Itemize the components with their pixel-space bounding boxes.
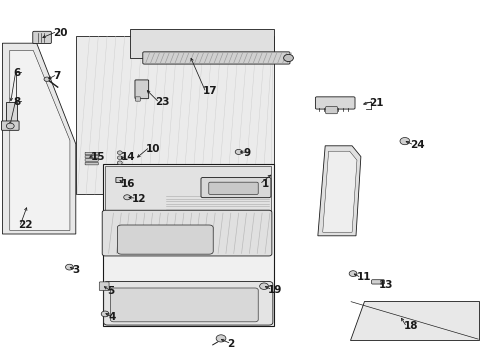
Text: 18: 18 — [403, 321, 417, 331]
Circle shape — [399, 138, 409, 145]
Text: 20: 20 — [53, 28, 67, 38]
FancyBboxPatch shape — [85, 156, 98, 158]
Text: 15: 15 — [90, 152, 105, 162]
Text: 23: 23 — [155, 96, 170, 107]
FancyBboxPatch shape — [85, 152, 98, 155]
FancyBboxPatch shape — [1, 121, 19, 130]
FancyBboxPatch shape — [85, 159, 98, 161]
FancyBboxPatch shape — [135, 80, 148, 99]
Circle shape — [235, 149, 242, 154]
Text: 24: 24 — [409, 140, 424, 150]
FancyBboxPatch shape — [33, 31, 51, 44]
Circle shape — [216, 335, 225, 342]
Text: 2: 2 — [227, 339, 234, 349]
Polygon shape — [129, 29, 273, 58]
Text: 22: 22 — [19, 220, 33, 230]
Text: 5: 5 — [107, 286, 115, 296]
Text: 8: 8 — [14, 96, 21, 107]
FancyBboxPatch shape — [325, 107, 337, 114]
Circle shape — [259, 283, 268, 289]
Text: 3: 3 — [72, 265, 80, 275]
Text: 16: 16 — [121, 179, 136, 189]
Circle shape — [117, 156, 122, 159]
Circle shape — [348, 271, 356, 276]
Text: 21: 21 — [368, 98, 383, 108]
FancyBboxPatch shape — [116, 177, 122, 183]
FancyBboxPatch shape — [208, 182, 258, 194]
FancyBboxPatch shape — [315, 97, 354, 109]
Circle shape — [123, 195, 130, 200]
Polygon shape — [10, 50, 70, 230]
FancyBboxPatch shape — [117, 225, 213, 254]
Text: 6: 6 — [14, 68, 21, 78]
Circle shape — [44, 77, 50, 81]
FancyBboxPatch shape — [371, 280, 384, 284]
Circle shape — [283, 54, 293, 62]
Text: 12: 12 — [132, 194, 146, 204]
Circle shape — [101, 311, 109, 317]
FancyBboxPatch shape — [102, 210, 271, 256]
FancyBboxPatch shape — [6, 102, 17, 122]
Polygon shape — [102, 164, 273, 326]
Circle shape — [117, 151, 122, 154]
Text: 9: 9 — [243, 148, 250, 158]
FancyBboxPatch shape — [142, 52, 289, 64]
FancyBboxPatch shape — [110, 288, 258, 322]
Circle shape — [65, 264, 73, 270]
Text: 14: 14 — [121, 152, 136, 162]
FancyBboxPatch shape — [201, 177, 270, 198]
Text: 11: 11 — [356, 272, 371, 282]
Circle shape — [117, 161, 122, 165]
Text: 19: 19 — [267, 285, 282, 295]
Text: 7: 7 — [53, 71, 60, 81]
Text: 1: 1 — [261, 179, 268, 189]
Polygon shape — [76, 36, 273, 194]
Circle shape — [6, 123, 14, 129]
Text: 13: 13 — [378, 280, 393, 290]
Polygon shape — [105, 166, 271, 211]
FancyBboxPatch shape — [103, 282, 272, 325]
FancyBboxPatch shape — [99, 282, 109, 291]
Text: 4: 4 — [108, 312, 116, 322]
Text: 17: 17 — [203, 86, 217, 96]
Text: 10: 10 — [145, 144, 160, 154]
Polygon shape — [2, 43, 76, 234]
FancyBboxPatch shape — [135, 97, 140, 101]
FancyBboxPatch shape — [85, 162, 98, 165]
Polygon shape — [317, 146, 360, 236]
Polygon shape — [322, 151, 356, 232]
Polygon shape — [349, 301, 478, 340]
